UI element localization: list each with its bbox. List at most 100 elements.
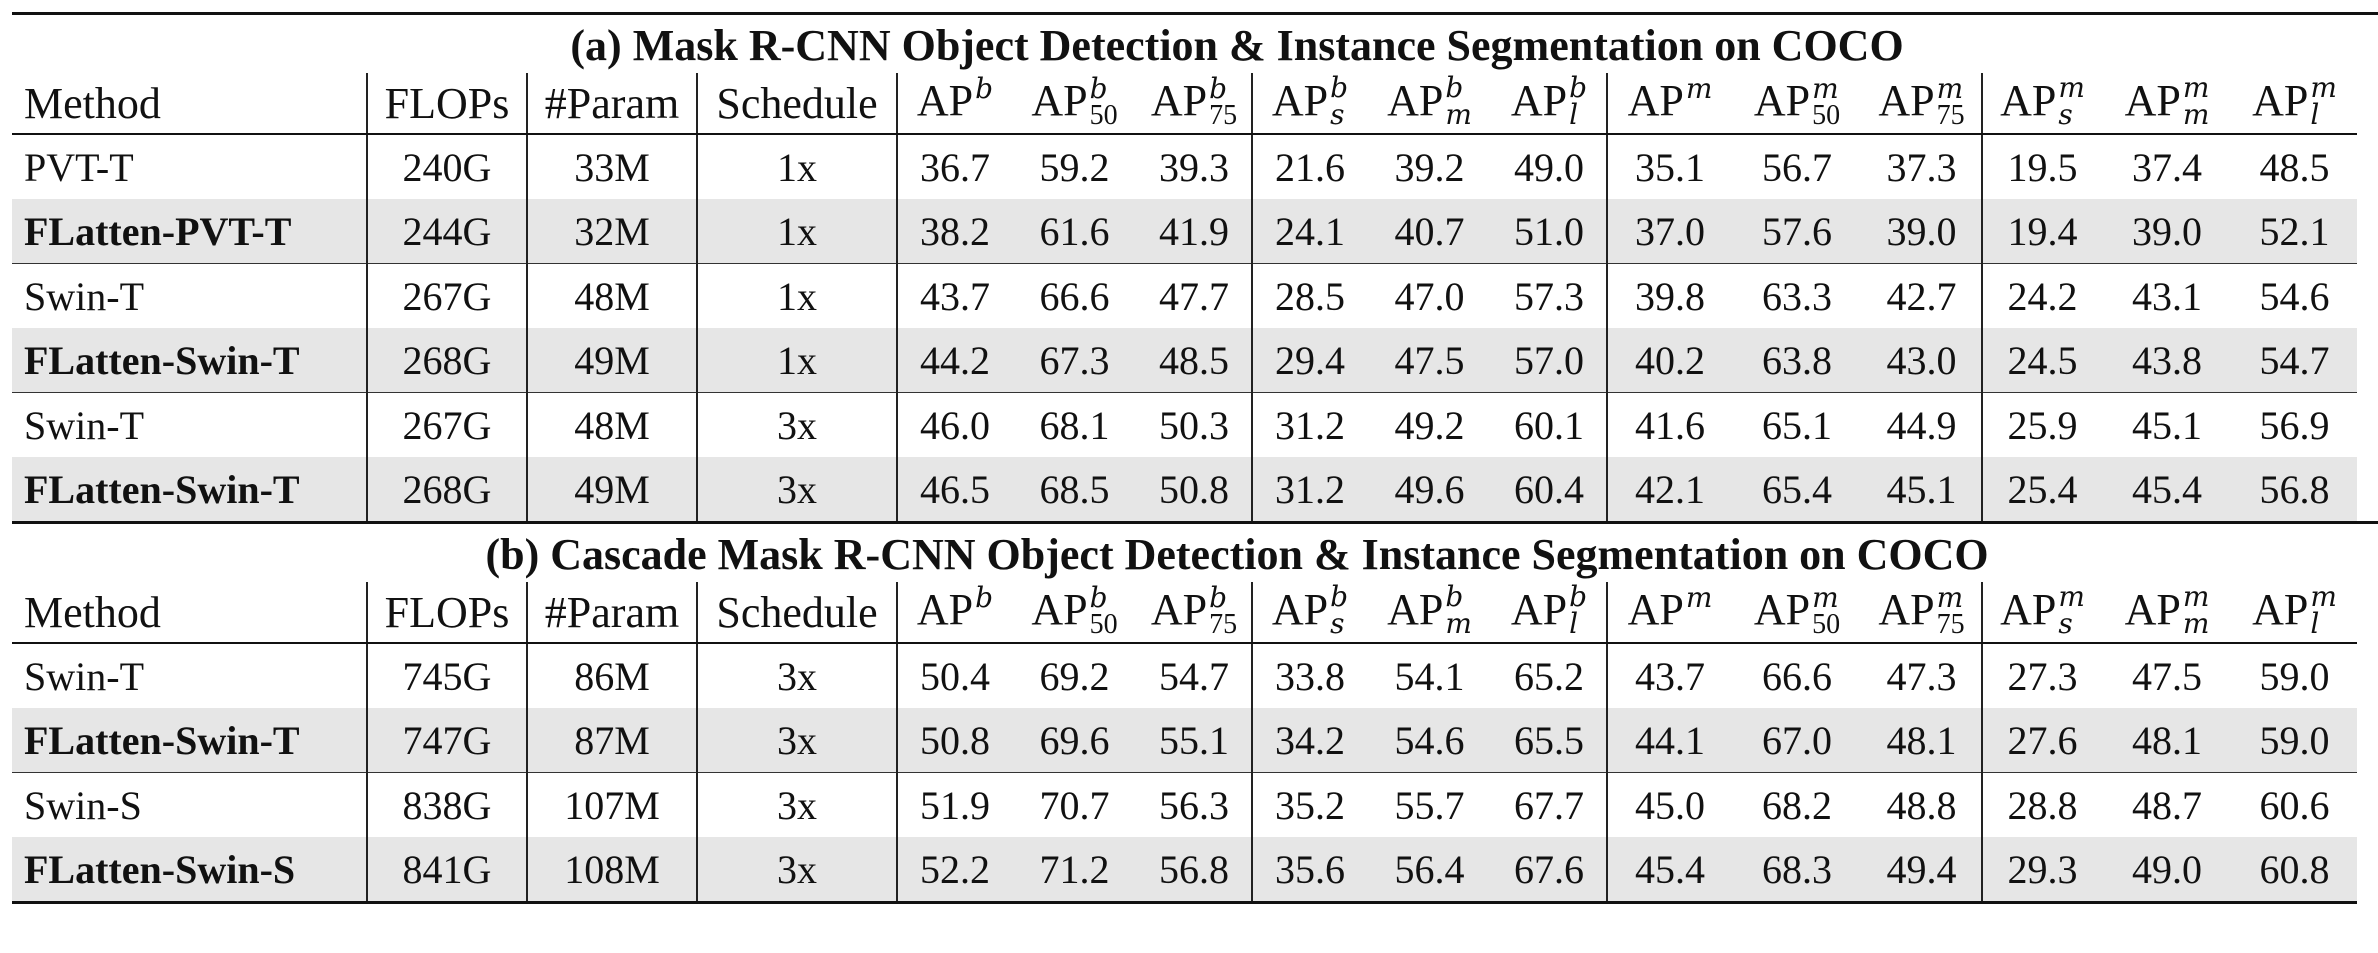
column-header-ap: AP m 75 (1862, 73, 1983, 135)
cell-param: 32M (527, 199, 698, 264)
ap-superscript: m (1685, 582, 1713, 615)
cell-ap-value: 48.1 (1862, 708, 1983, 773)
ap-scripts: b 50 (1090, 75, 1118, 130)
column-header-ap: AP b m (1367, 582, 1492, 644)
column-header-ap: AP m (1607, 582, 1732, 644)
table-row-highlighted: FLatten-Swin-T 268G 49M 1x 44.2 67.3 48.5 29.4 4… (12, 328, 2378, 393)
cell-ap-value: 52.2 (897, 837, 1012, 904)
cell-ap-value: 59.0 (2232, 708, 2357, 773)
cell-ap-value: 37.3 (1862, 134, 1983, 199)
cell-ap-value: 47.0 (1394, 273, 1465, 319)
cell-ap-value: 41.6 (1635, 402, 1705, 448)
cell-ap-value: 41.9 (1137, 199, 1253, 264)
cell-ap-value: 49.6 (1367, 457, 1492, 524)
cell-param: 49M (527, 457, 698, 524)
cell-method: FLatten-Swin-T (12, 328, 368, 393)
cell-ap-value: 56.9 (2259, 402, 2330, 448)
ap-subscript: s (2058, 98, 2073, 132)
cell-ap-value: 47.5 (1367, 328, 1492, 393)
cell-ap-value: 48.7 (2132, 782, 2202, 828)
ap-base: AP (1510, 75, 1568, 125)
cell-ap-value: 65.2 (1492, 643, 1608, 708)
ap-superscript: m (2310, 582, 2337, 614)
cell-param: 108M (527, 837, 698, 904)
cell-ap-value: 39.0 (2102, 199, 2232, 264)
ap-superscript: b (975, 582, 994, 615)
column-header-ap: AP b m (1367, 73, 1492, 135)
cell-ap-value: 37.0 (1607, 199, 1732, 264)
cell-ap-value: 39.3 (1137, 134, 1253, 199)
cell-method: Swin-T (12, 263, 368, 328)
cell-flops: 240G (367, 134, 528, 199)
cell-ap-value: 31.2 (1252, 457, 1367, 524)
cell-ap-value: 48.5 (2259, 144, 2330, 190)
column-header-ap: AP b s (1252, 582, 1367, 644)
cell-ap-value: 55.1 (1137, 708, 1253, 773)
cell-ap-value: 54.6 (2259, 273, 2330, 319)
ap-superscript: m (2058, 73, 2085, 105)
cell-ap-value: 44.2 (897, 328, 1012, 393)
cell-ap-value: 65.4 (1732, 457, 1862, 524)
table-row-highlighted: FLatten-Swin-T 268G 49M 3x 46.5 68.5 50.8 31.2 4… (12, 457, 2378, 524)
column-header-flops: FLOPs (367, 73, 528, 135)
column-header-ap: AP m 50 (1732, 73, 1862, 135)
column-header-param: #Param (527, 73, 698, 135)
cell-ap-value: 67.7 (1492, 772, 1608, 837)
cell-ap-value: 50.8 (897, 708, 1012, 773)
ap-subscript: 50 (1812, 609, 1841, 641)
ap-scripts: m 50 (1812, 75, 1840, 130)
ap-superscript: b (1569, 582, 1588, 614)
ap-base: AP (1627, 75, 1684, 125)
cell-ap-value: 54.7 (1137, 643, 1253, 708)
cell-ap-value: 55.7 (1394, 782, 1465, 828)
cell-ap-value: 39.8 (1635, 273, 1705, 319)
ap-subscript: l (1569, 98, 1579, 132)
ap-scripts: m (1686, 75, 1713, 129)
cell-ap-value: 60.6 (2259, 782, 2330, 828)
ap-superscript: b (1089, 582, 1108, 615)
cell-ap-value: 50.8 (1137, 457, 1253, 524)
cell-ap-value: 45.1 (1862, 457, 1983, 524)
cell-ap-value: 39.2 (1394, 144, 1465, 190)
cell-ap-value: 24.2 (2007, 273, 2078, 319)
cell-ap-value: 46.0 (920, 402, 990, 448)
cell-ap-value: 54.7 (2232, 328, 2357, 393)
ap-base: AP (1271, 75, 1329, 125)
column-header-ap: AP m m (2102, 73, 2232, 135)
column-header-ap: AP m s (1982, 73, 2102, 135)
ap-superscript: m (1936, 73, 1964, 106)
cell-flops: 267G (367, 392, 528, 457)
cell-ap-value: 49.0 (1492, 134, 1608, 199)
cell-ap-value: 65.5 (1492, 708, 1608, 773)
cell-ap-value: 69.6 (1012, 708, 1137, 773)
ap-base: AP (1387, 584, 1444, 634)
cell-ap-value: 65.1 (1762, 402, 1832, 448)
table-row: Swin-S 838G 107M 3x 51.9 70.7 56.3 35.2 55.7 67.7… (12, 772, 2378, 837)
cell-ap-value: 60.1 (1492, 392, 1608, 457)
cell-ap-value: 57.6 (1732, 199, 1862, 264)
cell-ap-value: 69.2 (1039, 653, 1110, 699)
ap-base: AP (916, 584, 974, 634)
column-header-ap: AP m l (2232, 582, 2357, 644)
header-row: Method FLOPs #Param Schedule AP b AP b 50 AP b 75 A… (12, 582, 2378, 644)
ap-scripts: b 75 (1209, 584, 1237, 639)
cell-ap-value: 56.8 (2232, 457, 2357, 524)
cell-ap-value: 44.1 (1607, 708, 1732, 773)
table-row: Swin-T 267G 48M 3x 46.0 68.1 50.3 31.2 49.2 60.1 4… (12, 392, 2378, 457)
column-header-ap: AP m s (1982, 582, 2102, 644)
ap-base: AP (1031, 584, 1088, 634)
cell-ap-value: 68.3 (1732, 837, 1862, 904)
cell-ap-value: 57.3 (1492, 263, 1608, 328)
ap-scripts: m (1685, 582, 1713, 638)
table-title-row: (a) Mask R-CNN Object Detection & Instan… (12, 12, 2378, 73)
ap-subscript: 50 (1089, 609, 1118, 641)
cell-param: 48M (527, 392, 698, 457)
ap-base: AP (2252, 584, 2309, 634)
cell-ap-value: 63.3 (1762, 273, 1832, 319)
ap-subscript: l (2310, 607, 2320, 641)
table-title: (a) Mask R-CNN Object Detection & Instan… (12, 12, 2378, 73)
cell-param: 49M (527, 328, 698, 393)
